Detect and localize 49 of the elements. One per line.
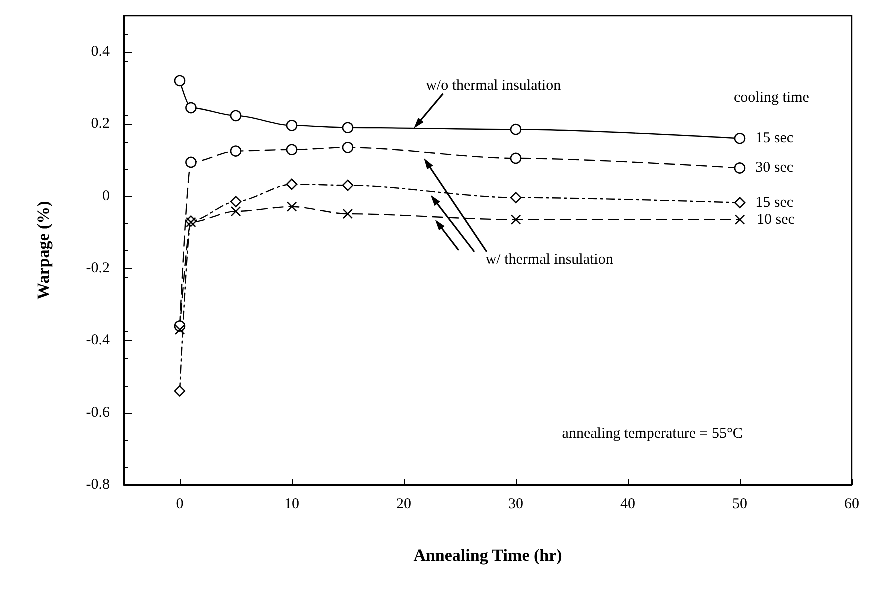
x-tick-label: 20 <box>396 496 412 512</box>
point <box>174 324 186 336</box>
series-label: 15 sec <box>756 130 794 147</box>
y-tick-label: -0.4 <box>86 332 110 349</box>
annotation: w/o thermal insulation <box>426 78 562 94</box>
point <box>186 102 197 114</box>
point <box>342 180 354 192</box>
point <box>342 208 354 220</box>
y-tick-label: 0 <box>102 188 110 204</box>
point <box>286 178 298 190</box>
point <box>230 206 242 217</box>
point <box>510 214 522 225</box>
point <box>286 144 298 156</box>
point <box>734 197 746 209</box>
point <box>230 146 242 157</box>
point <box>286 120 298 132</box>
point <box>342 122 354 134</box>
series-label: 10 sec <box>757 212 796 228</box>
legend-title: cooling time <box>734 90 810 106</box>
x-tick-label: 30 <box>508 496 524 512</box>
point <box>510 192 522 204</box>
series-label: 15 sec <box>756 194 794 211</box>
annotation: annealing temperature = 55°C <box>562 426 743 442</box>
series-label: 30 sec <box>756 160 794 176</box>
x-tick-label: 40 <box>620 496 636 512</box>
y-tick-label: -0.2 <box>86 260 110 277</box>
point <box>342 142 354 154</box>
x-tick-label: 0 <box>176 496 184 512</box>
point <box>230 196 242 208</box>
point <box>186 156 197 168</box>
y-axis-title: Warpage (%) <box>34 201 53 300</box>
y-tick-label: -0.8 <box>86 477 110 493</box>
annotation: w/ thermal insulation <box>486 252 614 268</box>
y-tick-label: 0.2 <box>91 116 110 132</box>
x-tick-label: 50 <box>732 496 748 512</box>
y-tick-label: 0.4 <box>91 44 110 60</box>
point <box>174 75 186 87</box>
point <box>510 152 522 164</box>
x-axis-title: Annealing Time (hr) <box>414 546 562 565</box>
point <box>230 110 242 122</box>
point <box>510 124 522 136</box>
point <box>734 162 746 174</box>
point <box>734 214 746 225</box>
point <box>174 386 186 397</box>
x-tick-label: 10 <box>284 496 300 512</box>
y-tick-label: -0.6 <box>86 404 110 421</box>
x-tick-label: 60 <box>844 496 860 512</box>
point <box>286 202 298 212</box>
point <box>734 133 746 144</box>
